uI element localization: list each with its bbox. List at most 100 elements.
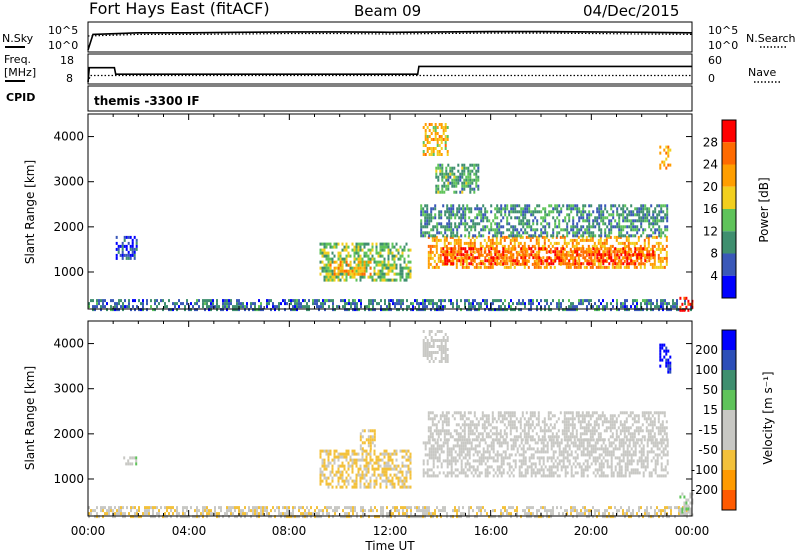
power-cells-cell (298, 305, 300, 309)
power-cells-cell (470, 259, 473, 263)
power-cells-cell (409, 269, 412, 273)
power-cells-cell (222, 308, 224, 312)
power-cells-cell (490, 253, 493, 257)
velocity-cells-cell (170, 509, 172, 513)
velocity-cells-cell (468, 515, 470, 519)
power-cells-cell (613, 265, 616, 269)
velocity-cells-cell (564, 515, 566, 519)
power-cells-cell (232, 308, 234, 312)
velocity-cells-cell (210, 509, 212, 513)
power-cells-cell (576, 207, 579, 211)
velocity-cells-cell (396, 506, 398, 510)
velocity-cells-cell (550, 509, 552, 513)
power-cells-cell (377, 263, 380, 267)
power-cells-cell (512, 302, 514, 306)
power-cells-cell (428, 141, 431, 144)
power-cells-cell (381, 272, 384, 276)
power-cells-cell (389, 248, 392, 252)
power-cells-cell (385, 272, 388, 276)
velocity-cells-cell (202, 506, 204, 510)
velocity-cells-cell (426, 459, 429, 463)
power-cells-cell (100, 299, 102, 303)
power-cells-cell (560, 253, 563, 257)
power-cells-cell (472, 305, 474, 309)
power-cells-cell (620, 213, 623, 217)
power-cells-cell (574, 231, 577, 235)
power-cells-cell (615, 235, 618, 239)
power-cells-cell (354, 302, 356, 306)
power-cells-cell (591, 244, 594, 248)
power-cells-cell (685, 296, 688, 300)
power-cells-cell (422, 210, 425, 214)
velocity-cells-cell (402, 512, 404, 516)
power-cells-cell (439, 166, 442, 170)
power-cells-cell (96, 299, 98, 303)
power-cells-cell (345, 245, 348, 249)
power-cells-cell (345, 278, 348, 282)
power-cells-cell (616, 253, 619, 257)
power-cells-cell (640, 250, 643, 254)
velocity-cells-cell (506, 509, 508, 513)
velocity-cells-cell (248, 509, 250, 513)
power-cells-cell (627, 250, 630, 254)
power-cells-cell (634, 225, 637, 229)
power-cells-cell (535, 250, 538, 254)
velocity-cells-cell (590, 450, 593, 454)
power-cells-cell (355, 248, 358, 252)
power-cells-cell (477, 175, 480, 179)
power-cells-cell (398, 308, 400, 312)
velocity-cells-cell (393, 449, 396, 453)
power-cells-cell (596, 305, 598, 309)
velocity-cells-cell (578, 512, 580, 516)
power-cells-cell (638, 253, 641, 257)
power-cells-cell (580, 225, 583, 229)
velocity-cells-cell (393, 467, 396, 471)
power-cells-cell (640, 259, 643, 263)
velocity-cells-cell (488, 465, 491, 469)
power-cells-cell (323, 269, 326, 273)
power-cells-cell (439, 190, 442, 194)
velocity-cells-cell (206, 515, 208, 519)
power-cells-cell (661, 256, 664, 260)
power-cells-cell (324, 308, 326, 312)
velocity-cells-cell (468, 462, 471, 466)
velocity-cells-cell (562, 453, 565, 457)
power-cells-cell (114, 305, 116, 309)
power-cells-cell (470, 225, 473, 229)
power-cells-cell (460, 207, 463, 211)
power-cells-cell (252, 308, 254, 312)
velocity-cells-cell (361, 429, 364, 433)
velocity-cells-cell (377, 467, 380, 471)
power-cells-cell (647, 244, 650, 248)
power-cells-cell (422, 141, 425, 144)
power-cells-cell (683, 296, 686, 300)
velocity-cells-cell (550, 459, 553, 463)
power-cells-cell (480, 262, 483, 266)
power-cells-cell (446, 222, 449, 226)
velocity-cells-cell (538, 456, 541, 460)
power-cells-cell (453, 238, 456, 242)
power-cells-cell (400, 299, 402, 303)
power-cells-cell (178, 299, 180, 303)
velocity-cells-cell (333, 449, 336, 453)
power-cells-cell (92, 299, 94, 303)
power-cells-cell (316, 302, 318, 306)
velocity-cells-cell (530, 515, 532, 519)
velocity-cells-cell (184, 506, 186, 510)
velocity-cells-cell (422, 441, 425, 445)
velocity-cells-cell (558, 447, 561, 451)
velocity-cells-cell (407, 458, 410, 462)
power-cells-cell (126, 305, 128, 309)
power-cells-cell (514, 308, 516, 312)
velocity-cells-cell (646, 512, 648, 516)
velocity-cells-cell (662, 515, 664, 519)
velocity-cells-cell (323, 464, 326, 468)
power-cells-cell (644, 204, 647, 208)
power-cells-cell (662, 299, 664, 303)
velocity-cells-cell (540, 474, 543, 478)
velocity-cells-cell (478, 456, 481, 460)
velocity-cells-cell (337, 452, 340, 456)
power-cells-cell (490, 262, 493, 266)
velocity-cells-cell (412, 515, 414, 519)
power-cells-cell (678, 308, 680, 312)
